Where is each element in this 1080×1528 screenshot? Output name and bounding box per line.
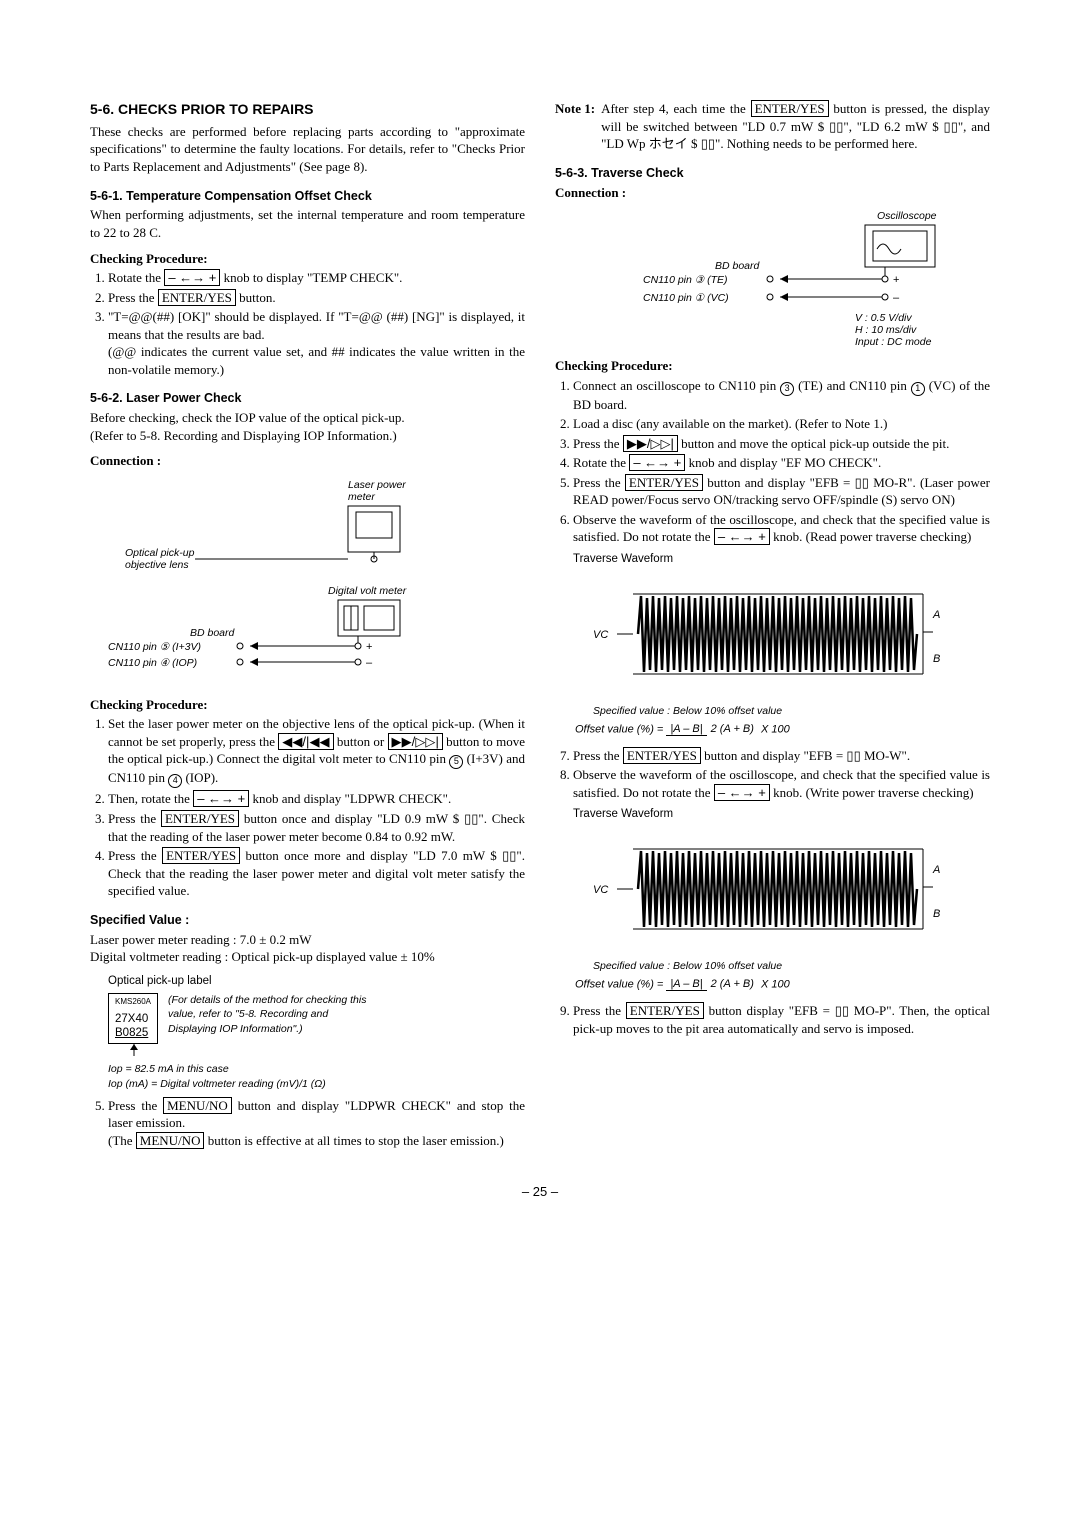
circled-4: 4 — [168, 774, 182, 788]
laser-diagram: Laser power meter Optical pick-up object… — [90, 476, 525, 686]
svg-text:Input : DC mode: Input : DC mode — [855, 336, 932, 347]
s3-li9: Press the ENTER/YES button display "EFB … — [573, 1002, 990, 1037]
s3-li1: Connect an oscilloscope to CN110 pin 3 (… — [573, 377, 990, 414]
svg-text:B: B — [933, 908, 940, 920]
checking-head-2: Checking Procedure: — [90, 696, 525, 714]
s2-li3: Press the ENTER/YES button once and disp… — [108, 810, 525, 845]
svg-text:meter: meter — [348, 491, 375, 503]
s1-li2: Press the ENTER/YES button. — [108, 289, 525, 307]
s3-list-7: Press the ENTER/YES button and display "… — [555, 747, 990, 802]
s2-list-cont: Press the MENU/NO button and display "LD… — [90, 1097, 525, 1150]
offset-formula-2: Offset value (%) = |A – B|2 (A + B) X 10… — [575, 977, 990, 992]
s3-li3: Press the ▶▶/▷▷| button and move the opt… — [573, 435, 990, 453]
opu-label-title: Optical pick-up label — [108, 974, 525, 990]
svg-text:Oscilloscope: Oscilloscope — [877, 210, 937, 222]
enter-box: ENTER/YES — [158, 289, 236, 306]
svg-text:VC: VC — [593, 629, 608, 641]
s1-li3-note: (@@ indicates the current value set, and… — [108, 343, 525, 378]
left-column: 5-6. Checks Prior to Repairs These check… — [90, 100, 525, 1155]
svg-text:CN110 pin ③ (TE): CN110 pin ③ (TE) — [643, 274, 728, 286]
svg-text:A: A — [932, 864, 940, 876]
sub-561: 5-6-1. Temperature Compensation Offset C… — [90, 188, 525, 205]
note1: Note 1: After step 4, each time the ENTE… — [555, 100, 990, 153]
trav-wave-2: Traverse Waveform — [573, 807, 990, 823]
waveform-1: VC A B — [573, 574, 990, 694]
svg-text:–: – — [893, 292, 900, 304]
svg-text:CN110 pin ⑤ (I+3V): CN110 pin ⑤ (I+3V) — [108, 641, 201, 653]
s2-li5: Press the MENU/NO button and display "LD… — [108, 1097, 525, 1150]
svg-text:Laser power: Laser power — [348, 479, 406, 491]
s1-li1: Rotate the – ←→ + knob to display "TEMP … — [108, 269, 525, 287]
specval-head: Specified Value : — [90, 912, 525, 929]
intro: These checks are performed before replac… — [90, 123, 525, 176]
circled-5: 5 — [449, 755, 463, 769]
svg-text:BD board: BD board — [715, 260, 761, 272]
svg-text:H : 10 ms/div: H : 10 ms/div — [855, 324, 917, 336]
menu-box: MENU/NO — [163, 1097, 232, 1114]
svg-text:BD board: BD board — [190, 627, 236, 639]
arrow-up-icon — [112, 1044, 192, 1062]
spec-below-1: Specified value : Below 10% offset value — [593, 704, 990, 718]
knob-box: – ←→ + — [164, 269, 220, 286]
s2-li1: Set the laser power meter on the objecti… — [108, 715, 525, 788]
svg-text:VC: VC — [593, 884, 608, 896]
s3-li5: Press the ENTER/YES button and display "… — [573, 474, 990, 509]
s3-li8: Observe the waveform of the oscilloscope… — [573, 766, 990, 801]
svg-text:+: + — [366, 641, 372, 653]
checking-head: Checking Procedure: — [90, 250, 525, 268]
svg-text:Digital volt meter: Digital volt meter — [328, 585, 407, 597]
s3-li2: Load a disc (any available on the market… — [573, 415, 990, 433]
checking-head-r: Checking Procedure: — [555, 357, 990, 375]
sub-563: 5-6-3. Traverse Check — [555, 165, 990, 182]
svg-text:V : 0.5 V/div: V : 0.5 V/div — [855, 312, 912, 324]
label-box: KMS260A 27X40 B0825 — [108, 993, 158, 1044]
specval-2: Digital voltmeter reading : Optical pick… — [90, 948, 525, 966]
s2-p2: (Refer to 5-8. Recording and Displaying … — [90, 427, 525, 445]
s2-li2: Then, rotate the – ←→ + knob and display… — [108, 790, 525, 808]
s3-list: Connect an oscilloscope to CN110 pin 3 (… — [555, 377, 990, 546]
iop-note2: Iop (mA) = Digital voltmeter reading (mV… — [108, 1077, 525, 1091]
s3-li6: Observe the waveform of the oscilloscope… — [573, 511, 990, 546]
svg-text:objective lens: objective lens — [125, 559, 189, 571]
svg-text:+: + — [893, 274, 899, 286]
connection-head-r: Connection : — [555, 184, 990, 202]
s1-para: When performing adjustments, set the int… — [90, 206, 525, 241]
s3-li7: Press the ENTER/YES button and display "… — [573, 747, 990, 765]
s1-list: Rotate the – ←→ + knob to display "TEMP … — [90, 269, 525, 378]
right-column: Note 1: After step 4, each time the ENTE… — [555, 100, 990, 1155]
svg-text:B: B — [933, 653, 940, 665]
page-number: – 25 – — [90, 1183, 990, 1201]
waveform-2: VC A B — [573, 829, 990, 949]
svg-text:CN110 pin ① (VC): CN110 pin ① (VC) — [643, 292, 729, 304]
specval-1: Laser power meter reading : 7.0 ± 0.2 mW — [90, 931, 525, 949]
iop-note1: Iop = 82.5 mA in this case — [108, 1062, 525, 1076]
section-title: 5-6. Checks Prior to Repairs — [90, 100, 525, 119]
svg-text:A: A — [932, 609, 940, 621]
ffwd-box: ▶▶/▷▷| — [388, 733, 443, 750]
offset-formula-1: Offset value (%) = |A – B|2 (A + B) X 10… — [575, 722, 990, 737]
trav-wave-1: Traverse Waveform — [573, 552, 990, 568]
svg-text:Optical pick-up: Optical pick-up — [125, 547, 195, 559]
spec-below-2: Specified value : Below 10% offset value — [593, 959, 990, 973]
label-note: (For details of the method for checking … — [168, 993, 378, 1036]
svg-text:–: – — [366, 657, 373, 669]
s2-p1: Before checking, check the IOP value of … — [90, 409, 525, 427]
osc-diagram: Oscilloscope + – BD board CN110 pin ③ (T… — [555, 207, 990, 347]
s2-list: Set the laser power meter on the objecti… — [90, 715, 525, 899]
s3-li4: Rotate the – ←→ + knob and display "EF M… — [573, 454, 990, 472]
svg-text:CN110 pin ④ (IOP): CN110 pin ④ (IOP) — [108, 657, 197, 669]
s2-li4: Press the ENTER/YES button once more and… — [108, 847, 525, 900]
sub-562: 5-6-2. Laser Power Check — [90, 390, 525, 407]
connection-head: Connection : — [90, 452, 525, 470]
s1-li3: "T=@@(##) [OK]" should be displayed. If … — [108, 308, 525, 378]
s3-list-9: Press the ENTER/YES button display "EFB … — [555, 1002, 990, 1037]
rew-box: ◀◀/|◀◀ — [278, 733, 333, 750]
